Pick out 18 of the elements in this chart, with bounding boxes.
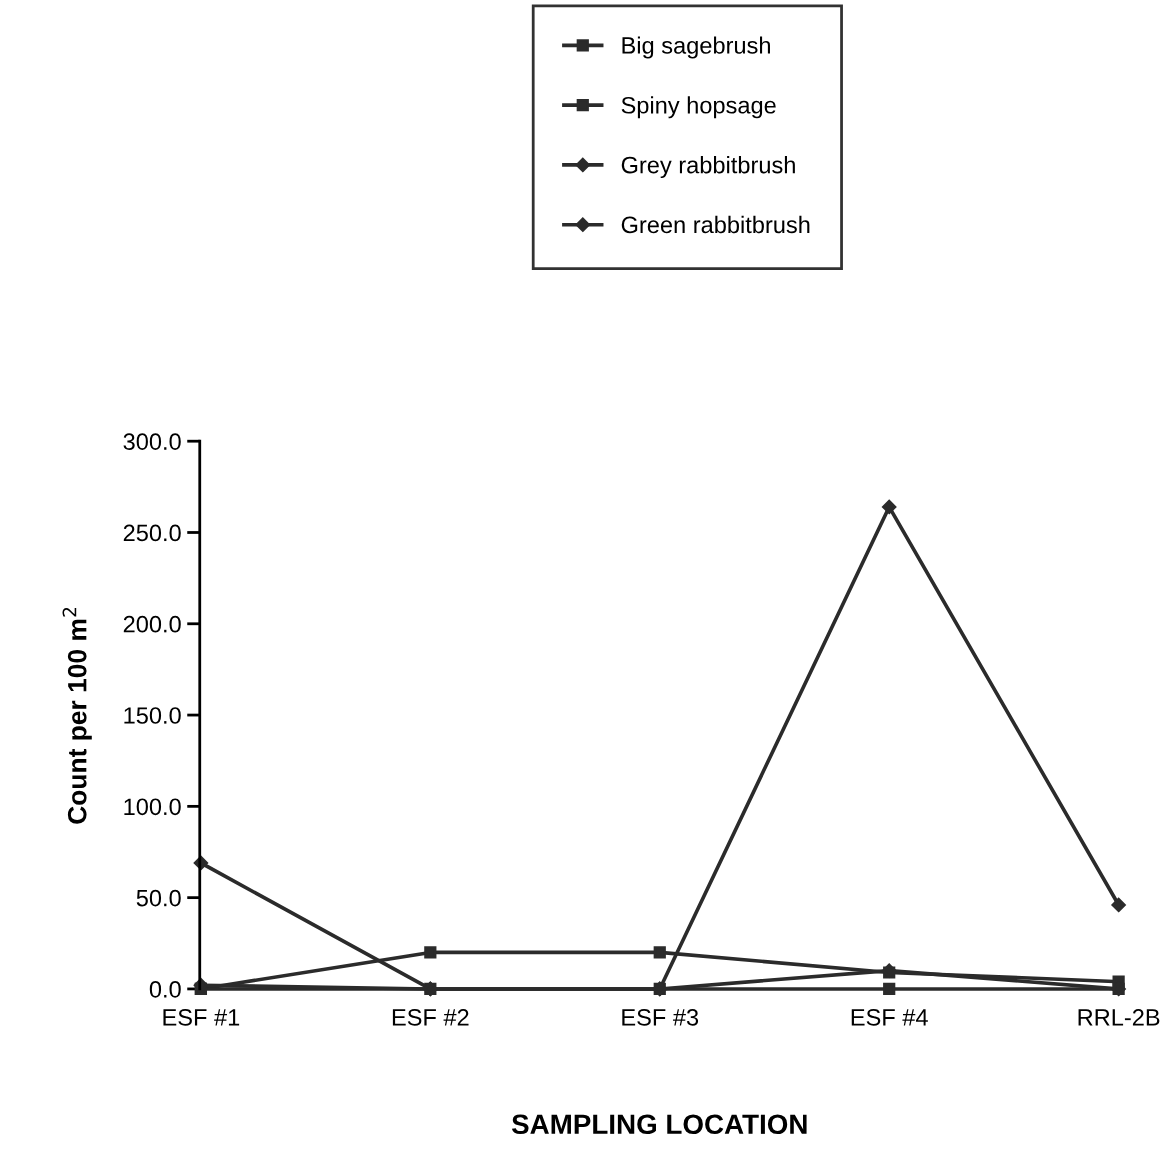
x-tick-label: ESF #1 [163, 1009, 240, 1026]
y-tick-label: 200.0 [123, 615, 181, 633]
legend-label: Green rabbitbrush [621, 215, 810, 234]
y-axis-title: Count per 100 m$^{2}$ [62, 607, 92, 824]
x-tick-label: ESF #4 [851, 1009, 928, 1026]
y-tick-label: 250.0 [123, 524, 181, 542]
legend-label: Big sagebrush [622, 36, 770, 59]
x-tick-label: ESF #2 [392, 1009, 469, 1026]
y-tick-label: 300.0 [123, 433, 181, 450]
y-tick-label: 150.0 [124, 707, 181, 724]
x-tick-label: ESF #3 [622, 1009, 699, 1026]
legend-label: Grey rabbitbrush [621, 156, 795, 179]
x-tick-label: RRL-2B [1078, 1009, 1160, 1026]
legend-label: Spiny hopsage [621, 96, 776, 119]
y-tick-label: 0.0 [149, 981, 181, 998]
y-tick-label: 100.0 [124, 798, 181, 816]
y-tick-label: 50.0 [136, 889, 181, 907]
x-axis-title: SAMPLING LOCATION [511, 1114, 807, 1135]
